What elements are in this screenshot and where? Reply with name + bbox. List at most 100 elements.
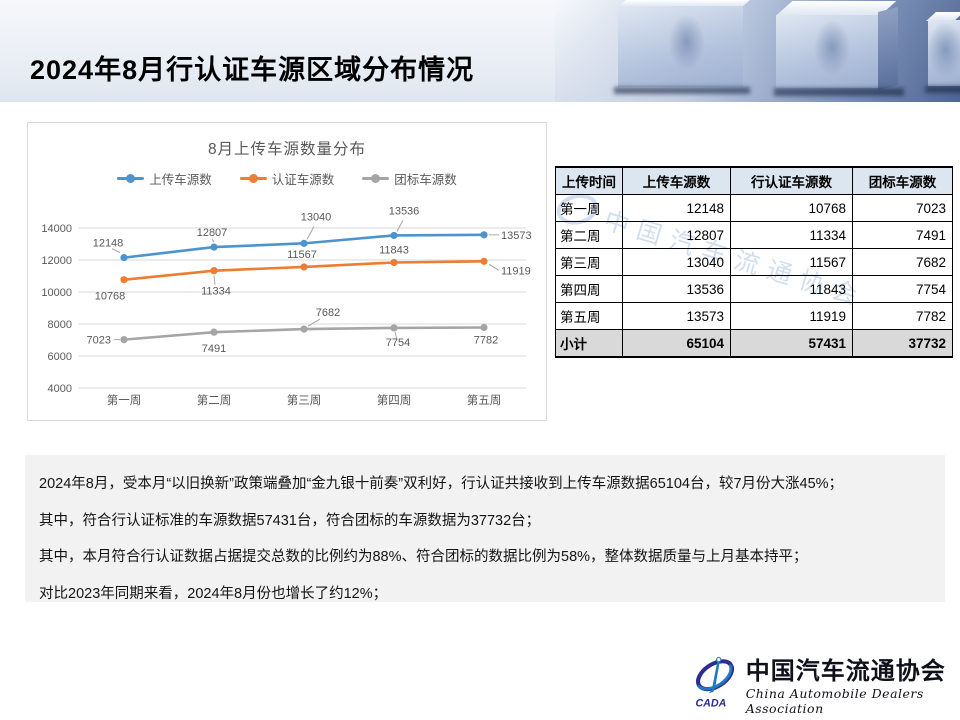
data-point — [390, 258, 398, 267]
table-cell: 57431 — [730, 329, 853, 358]
data-point — [210, 328, 218, 336]
label-leader-line — [211, 238, 215, 243]
table-cell: 13040 — [622, 248, 731, 276]
label-leader-line — [111, 248, 121, 254]
x-tick-label: 第三周 — [287, 393, 322, 407]
column-header: 行认证车源数 — [730, 166, 853, 195]
data-label: 12148 — [93, 238, 124, 250]
data-label: 13573 — [501, 230, 532, 242]
table-cell: 11567 — [730, 248, 853, 276]
chart-panel: 8月上传车源数量分布 上传车源数 认证车源数 团标车源数 4000 6000 8000 1… — [27, 122, 547, 421]
table-cell: 7023 — [852, 194, 953, 222]
summary-line: 其中，本月符合行认证数据占据提交总数的比例约为88%、符合团标的数据比例为58%… — [39, 549, 808, 565]
table-cell: 10768 — [730, 194, 853, 222]
data-point — [120, 254, 128, 262]
chart-title: 8月上传车源数量分布 — [207, 141, 367, 158]
table-head: 上传时间 上传车源数 行认证车源数 团标车源数 — [555, 166, 953, 195]
data-label: 13536 — [389, 205, 420, 217]
table-cell: 11334 — [730, 221, 853, 249]
source-table: 上传时间 上传车源数 行认证车源数 团标车源数 第一周 12148 10768 7023 第二… — [555, 166, 953, 358]
table-header-row: 上传时间 上传车源数 行认证车源数 团标车源数 — [555, 166, 953, 195]
table-cell: 7491 — [852, 221, 953, 249]
data-label: 11843 — [379, 245, 409, 257]
data-label: 7491 — [202, 343, 226, 355]
table-row: 第五周 13573 11919 7782 — [555, 302, 953, 330]
line-chart: 4000 6000 8000 10000 12000 14000 第一周 第二周 第三周 第四周 第… — [41, 205, 532, 407]
slide-header: 2024年8月行认证车源区域分布情况 — [0, 0, 960, 102]
table-row: 第一周 12148 10768 7023 — [555, 194, 953, 222]
legend-marker-icon — [362, 174, 390, 183]
x-tick-label: 第一周 — [107, 393, 142, 407]
legend-marker-icon — [117, 174, 145, 183]
table-cell: 第四周 — [555, 275, 623, 303]
table-cell: 11843 — [730, 275, 853, 303]
summary-panel: 2024年8月，受本月“以旧换新”政策端叠加“金九银十前奏”双利好，行认证共接收… — [25, 455, 945, 602]
data-label: 7754 — [386, 337, 410, 349]
data-label: 7023 — [87, 335, 111, 347]
data-label: 11919 — [501, 265, 531, 277]
data-point — [210, 267, 218, 275]
table-total-row: 小计 65104 57431 37732 — [555, 329, 953, 358]
table-cell: 7754 — [852, 275, 953, 303]
x-tick-label: 第五周 — [467, 393, 502, 407]
table-cell: 65104 — [622, 329, 731, 358]
x-tick-label: 第四周 — [377, 393, 412, 407]
table-cell: 37732 — [852, 329, 953, 358]
summary-line: 其中，符合行认证标准的车源数据57431台，符合团标的车源数据为37732台； — [39, 512, 541, 529]
data-label: 7782 — [474, 334, 498, 346]
data-point — [480, 323, 488, 332]
data-point — [300, 325, 308, 333]
y-tick-label: 12000 — [41, 255, 72, 267]
table-row: 第二周 12807 11334 7491 — [555, 221, 953, 249]
label-leader-line — [307, 318, 321, 327]
data-label: 11334 — [201, 286, 231, 298]
label-leader-line — [488, 263, 500, 271]
chart-legend: 上传车源数 认证车源数 团标车源数 — [28, 169, 546, 188]
footer-logo: CADA 中国汽车流通协会 China Automobile Dealers A… — [692, 646, 960, 716]
table-body: 第一周 12148 10768 7023 第二周 12807 11334 7491 第三周 130… — [555, 194, 953, 358]
logo-name-en: China Automobile Dealers Association — [745, 686, 924, 717]
data-point — [210, 243, 218, 251]
column-header: 团标车源数 — [852, 166, 953, 195]
summary-line: 2024年8月，受本月“以旧换新”政策端叠加“金九银十前奏”双利好，行认证共接收… — [39, 476, 844, 492]
table-wrap: 上传时间 上传车源数 行认证车源数 团标车源数 第一周 12148 10768 7023 第二… — [555, 166, 953, 358]
legend-label: 团标车源数 — [394, 173, 457, 187]
table-cell: 13573 — [622, 302, 731, 330]
logo-name-cn: 中国汽车流通协会 — [745, 656, 946, 685]
data-point — [120, 336, 128, 344]
legend-marker-icon — [239, 174, 267, 183]
slide-title: 2024年8月行认证车源区域分布情况 — [30, 55, 475, 85]
label-leader-line — [213, 275, 216, 285]
data-point — [300, 239, 308, 247]
table-cell: 第一周 — [555, 194, 623, 222]
data-label: 12807 — [197, 227, 228, 239]
y-tick-label: 6000 — [48, 351, 72, 363]
label-leader-line — [394, 331, 398, 341]
data-label: 7682 — [316, 307, 340, 319]
data-label: 13040 — [301, 211, 332, 223]
data-point — [480, 231, 488, 239]
y-tick-label: 14000 — [41, 223, 72, 235]
data-label: 10768 — [95, 291, 126, 303]
label-leader-line — [306, 226, 315, 240]
table-cell: 第二周 — [555, 221, 623, 249]
table-cell: 第三周 — [555, 248, 623, 276]
table-cell: 7782 — [852, 302, 953, 330]
legend-item: 上传车源数 — [117, 169, 212, 188]
y-tick-label: 10000 — [41, 287, 72, 299]
data-point — [390, 324, 398, 332]
cada-logo-icon: CADA — [695, 656, 735, 709]
legend-item: 团标车源数 — [362, 169, 457, 188]
legend-item: 认证车源数 — [239, 169, 334, 188]
column-header: 上传车源数 — [622, 166, 731, 195]
column-header: 上传时间 — [555, 166, 623, 195]
legend-label: 上传车源数 — [149, 173, 212, 187]
table-cell: 12807 — [622, 221, 731, 249]
table-cell: 7682 — [852, 248, 953, 276]
cada-acronym: CADA — [695, 697, 726, 709]
table-cell: 小计 — [555, 329, 623, 358]
data-point — [480, 257, 488, 265]
table-cell: 11919 — [730, 302, 853, 330]
table-row: 第四周 13536 11843 7754 — [555, 275, 953, 303]
